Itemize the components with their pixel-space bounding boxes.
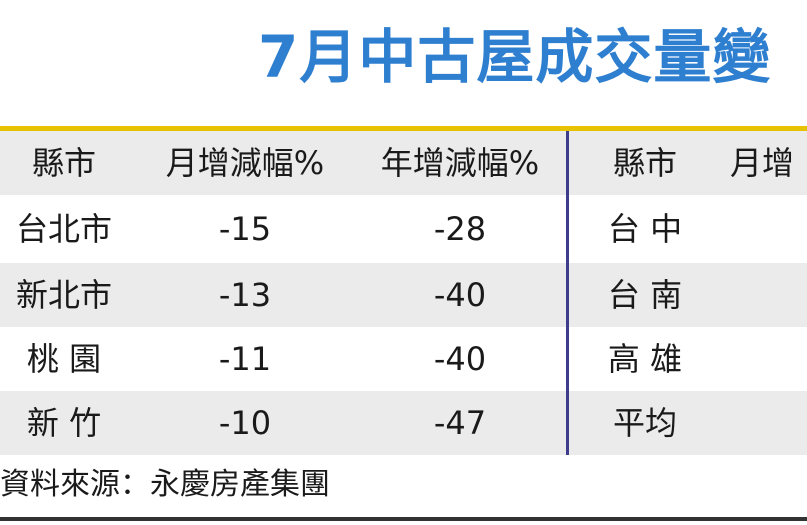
county-cell: 台北市 xyxy=(15,210,112,248)
table-row: 桃 園 -11 -40 高 雄 xyxy=(0,327,807,391)
yearly-change-cell: -40 xyxy=(433,340,487,378)
county-cell: 桃 園 xyxy=(26,340,102,378)
header-yearly-change: 年增減幅% xyxy=(380,144,540,182)
header-monthly-change: 月增減幅% xyxy=(165,144,325,182)
county-cell-2: 台 中 xyxy=(607,210,683,248)
county-cell-2: 台 南 xyxy=(607,276,683,314)
header-county: 縣市 xyxy=(31,144,96,182)
yearly-change-cell: -47 xyxy=(433,404,487,442)
source-note: 資料來源：永慶房產集團 xyxy=(0,467,330,502)
column-separator xyxy=(566,131,569,455)
header-monthly-change-2: 月增 xyxy=(730,144,795,182)
table-row: 新 竹 -10 -47 平均 xyxy=(0,391,807,455)
monthly-change-cell: -13 xyxy=(218,276,272,314)
monthly-change-cell: -11 xyxy=(218,340,272,378)
county-cell: 新北市 xyxy=(15,276,112,314)
table-header-row: 縣市 月增減幅% 年增減幅% 縣市 月增 xyxy=(0,131,807,195)
table-row: 新北市 -13 -40 台 南 xyxy=(0,263,807,327)
average-label-cell: 平均 xyxy=(612,404,677,442)
monthly-change-cell: -15 xyxy=(218,210,272,248)
yearly-change-cell: -28 xyxy=(433,210,487,248)
bottom-rule xyxy=(0,517,807,521)
county-cell: 新 竹 xyxy=(26,404,102,442)
chart-title: 7月中古屋成交量變 xyxy=(258,23,772,91)
top-rule xyxy=(0,126,807,131)
table-row: 台北市 -15 -28 台 中 xyxy=(0,197,807,261)
header-county-2: 縣市 xyxy=(612,144,677,182)
yearly-change-cell: -40 xyxy=(433,276,487,314)
monthly-change-cell: -10 xyxy=(218,404,272,442)
county-cell-2: 高 雄 xyxy=(607,340,683,378)
